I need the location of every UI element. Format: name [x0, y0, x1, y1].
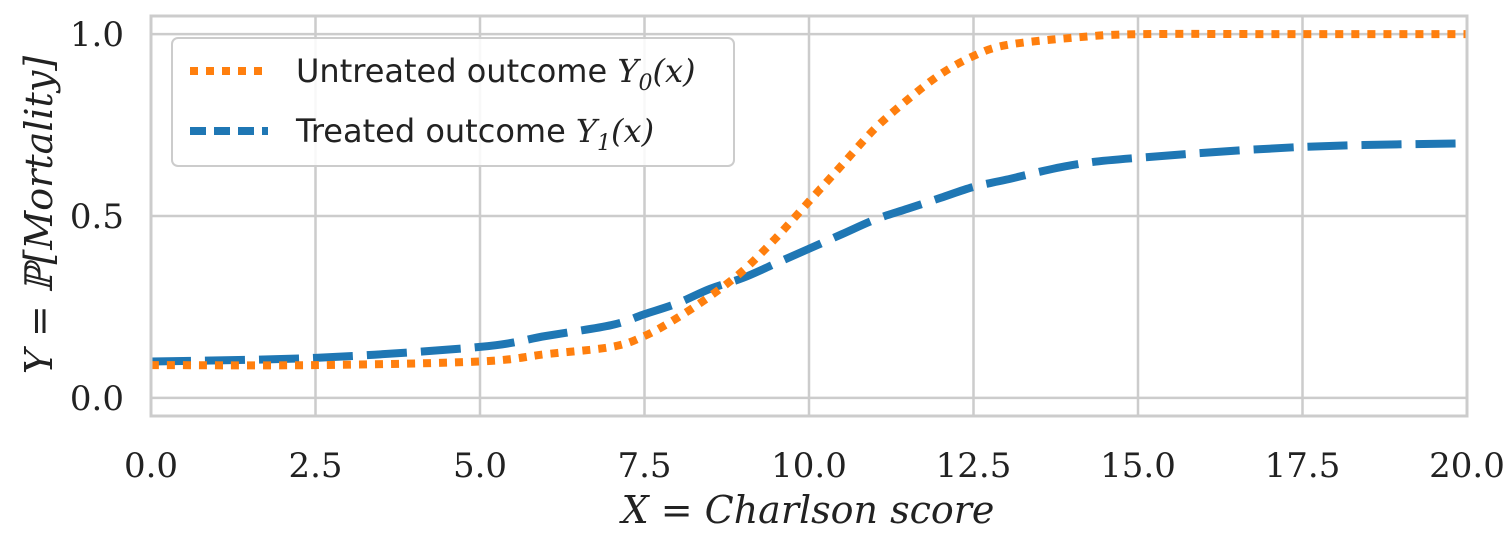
- legend-label-untreated-tail: (x): [652, 52, 695, 90]
- x-tick-label: 15.0: [1100, 446, 1176, 486]
- curves: [150, 29, 1468, 370]
- legend-label-treated-sub: 1: [597, 131, 611, 156]
- legend-label-treated-text: Treated outcome: [295, 112, 576, 150]
- legend-label-untreated-sub: 0: [638, 71, 652, 96]
- x-tick-label: 10.0: [771, 446, 847, 486]
- x-axis-label: X = Charlson score: [619, 488, 995, 532]
- legend-box: [171, 37, 735, 167]
- x-tick-label: 0.0: [124, 446, 178, 486]
- x-tick-label: 2.5: [288, 446, 342, 486]
- series-line-treated: [150, 139, 1468, 366]
- plot-frame: [149, 14, 1469, 418]
- x-tick-label: 12.5: [936, 446, 1012, 486]
- series-line-untreated: [150, 29, 1467, 370]
- y-tick-label: 0.5: [70, 197, 124, 237]
- x-tick-label: 17.5: [1265, 446, 1341, 486]
- x-tick-label: 20.0: [1429, 446, 1505, 486]
- x-tick-label: 7.5: [617, 446, 671, 486]
- tick-labels: 0.0 2.5 5.0 7.5 10.0 12.5 15.0 17.5 20.0 0.0 0.5 1.…: [70, 15, 1505, 486]
- legend-label-treated-tail: (x): [611, 112, 654, 150]
- legend: Untreated outcome Y0(x) Treated outcome …: [171, 37, 735, 167]
- y-tick-label: 1.0: [70, 15, 124, 55]
- legend-label-untreated-text: Untreated outcome: [296, 52, 617, 90]
- legend-label-untreated: Untreated outcome Y0(x): [296, 52, 695, 96]
- legend-label-treated: Treated outcome Y1(x): [295, 112, 654, 156]
- legend-label-treated-math: Y: [576, 112, 600, 150]
- y-tick-label: 0.0: [70, 379, 124, 419]
- y-axis-label: Y = ℙ[Mortality]: [17, 56, 61, 374]
- legend-label-untreated-math: Y: [617, 52, 641, 90]
- x-tick-label: 5.0: [453, 446, 507, 486]
